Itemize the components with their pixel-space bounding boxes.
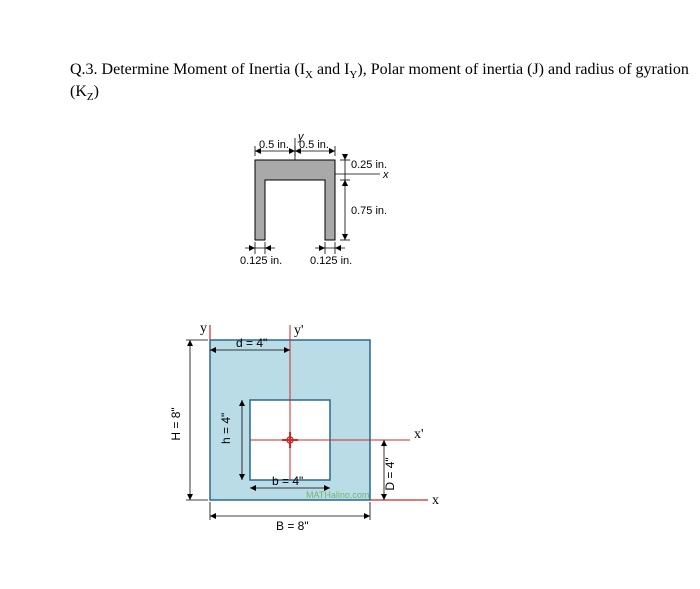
arrowhead: [342, 180, 348, 186]
arrowhead: [187, 494, 193, 500]
q-mid1: and I: [313, 61, 349, 78]
q-sub3: Z: [87, 92, 94, 104]
D-label: D = 4": [383, 457, 397, 490]
d-label: d = 4": [236, 336, 267, 350]
dim-top-right: 0.5 in.: [299, 139, 329, 151]
question-text: Q.3. Determine Moment of Inertia (IX and…: [70, 60, 690, 105]
q-prefix: Q.3. Determine Moment of Inertia (I: [70, 61, 305, 78]
arrowhead: [381, 440, 387, 446]
H-label: H = 8": [169, 407, 183, 440]
q-mid2: ), Polar moment of inertia (J) and radiu…: [357, 61, 688, 78]
arrowhead: [319, 245, 325, 251]
B-label: B = 8": [276, 519, 309, 533]
arrowhead: [342, 234, 348, 240]
channel-shape: [255, 160, 335, 240]
q-line2a: (K: [70, 83, 87, 100]
figure-channel: y 0.5 in. 0.5 in. x 0.25 in. 0.75 in. 0.…: [215, 130, 485, 300]
arrowhead: [187, 340, 193, 346]
b-label: b = 4": [272, 474, 303, 488]
dim-top-left: 0.5 in.: [259, 139, 289, 151]
q-sub1: X: [305, 69, 313, 81]
yprime-axis-label: y': [294, 323, 304, 338]
arrowhead: [329, 148, 335, 154]
h-label: h = 4": [219, 413, 233, 444]
dim-web-left: 0.125 in.: [240, 255, 282, 267]
hollow-square-svg: y y' x' x d = 4" b = 4" h = 4" B = 8" H …: [150, 320, 510, 580]
arrowhead: [265, 245, 271, 251]
arrowhead: [342, 154, 348, 160]
xprime-axis-label: x': [414, 427, 424, 442]
figure-hollow-square: y y' x' x d = 4" b = 4" h = 4" B = 8" H …: [150, 320, 510, 580]
x-axis-label: x: [432, 493, 439, 508]
arrowhead: [381, 494, 387, 500]
y-axis-label: y: [200, 321, 207, 336]
channel-svg: y 0.5 in. 0.5 in. x 0.25 in. 0.75 in. 0.…: [215, 130, 485, 300]
dim-web-right: 0.125 in.: [310, 255, 352, 267]
q-line2b: ): [94, 83, 99, 100]
dim-inner-h: 0.75 in.: [351, 205, 387, 217]
arrowhead: [249, 245, 255, 251]
arrowhead: [289, 148, 295, 154]
watermark: MATHalino.com: [306, 490, 369, 500]
dim-flange-t: 0.25 in.: [351, 159, 387, 171]
arrowhead: [210, 513, 216, 519]
arrowhead: [364, 513, 370, 519]
arrowhead: [335, 245, 341, 251]
